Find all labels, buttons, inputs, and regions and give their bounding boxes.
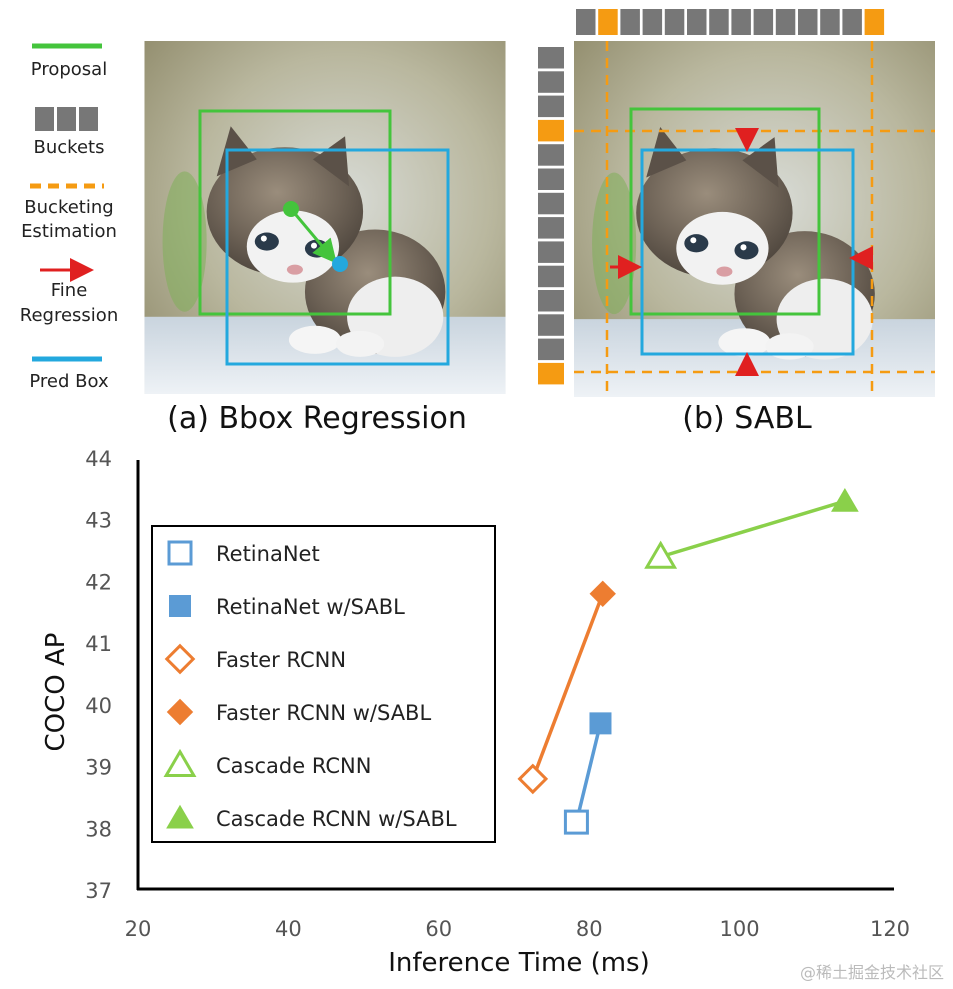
panel-a: (a) Bbox Regression <box>144 41 506 436</box>
x-axis-title: Inference Time (ms) <box>388 948 650 978</box>
x-tick-label: 80 <box>576 917 603 941</box>
legend-label: Faster RCNN w/SABL <box>216 701 431 725</box>
legend-label: RetinaNet w/SABL <box>216 595 405 619</box>
pred-center-dot <box>332 256 348 272</box>
data-point <box>517 763 549 795</box>
y-tick-label: 42 <box>85 570 112 594</box>
legend-label: Faster RCNN <box>216 648 346 672</box>
scatter-chart: 37 38 39 40 41 42 43 44 20 40 60 80 100 120 Inferenc… <box>41 447 910 978</box>
watermark: @稀土掘金技术社区 <box>800 963 944 982</box>
fine-label-line1: Fine <box>51 280 88 301</box>
bucket <box>798 9 818 35</box>
y-tick-label: 40 <box>85 694 112 718</box>
legend-marker <box>167 540 193 566</box>
bucket <box>775 9 796 35</box>
bucket <box>842 9 862 35</box>
series-connector-line <box>574 722 603 823</box>
chart-legend-box <box>151 525 496 843</box>
legend-marker <box>164 643 196 675</box>
x-tick-label: 120 <box>870 917 910 941</box>
y-tick-label: 38 <box>85 817 112 841</box>
bucket <box>538 95 564 118</box>
data-point <box>644 540 678 569</box>
x-tick-label: 20 <box>125 917 152 941</box>
panel-a-caption: (a) Bbox Regression <box>167 401 467 436</box>
legend-label: Cascade RCNN w/SABL <box>216 807 457 831</box>
legend-marker <box>166 698 194 726</box>
bucket <box>538 265 564 288</box>
bucket <box>731 9 751 35</box>
data-point <box>589 580 616 607</box>
series-connector-line <box>531 593 605 780</box>
pred-box-a <box>225 148 450 366</box>
bucket <box>538 314 564 336</box>
proposal-label: Proposal <box>31 59 107 80</box>
schematic-legend: Proposal Buckets Bucketing Estimation Fi… <box>20 43 118 392</box>
bucket <box>576 9 596 35</box>
bucket <box>538 217 564 239</box>
chart-legend: RetinaNet RetinaNet w/SABL Faster RCNN Fast… <box>151 525 496 843</box>
estimated-bucket <box>864 9 885 35</box>
buckets-label: Buckets <box>34 137 105 158</box>
bucket <box>820 9 840 35</box>
legend-label: RetinaNet <box>216 542 320 566</box>
kitten-photo-b <box>574 41 935 397</box>
bucketing-label-line2: Estimation <box>21 221 117 242</box>
top-bucket-row <box>576 9 885 35</box>
bucket <box>538 71 564 93</box>
x-tick-label: 100 <box>720 917 760 941</box>
bucket <box>538 192 564 215</box>
bucket <box>664 9 685 35</box>
x-tick-label: 60 <box>425 917 452 941</box>
bucket <box>642 9 663 35</box>
fine-regression-arrows <box>610 128 873 376</box>
bucket <box>538 241 564 263</box>
data-point <box>831 488 859 512</box>
bucket <box>753 9 774 35</box>
y-tick-label: 43 <box>85 509 112 533</box>
bucketing-estimation-lines <box>574 41 935 397</box>
regression-arrow-icon <box>289 208 337 264</box>
data-point <box>563 809 589 835</box>
bucket <box>620 9 640 35</box>
y-axis-title: COCO AP <box>41 633 71 752</box>
proposal-box-a <box>198 109 392 316</box>
series-connectors <box>531 499 846 823</box>
proposal-center-dot <box>283 201 299 217</box>
bucketing-label-line1: Bucketing <box>24 197 113 218</box>
estimated-bucket <box>598 9 618 35</box>
bucket <box>538 168 564 190</box>
y-tick-label: 41 <box>85 632 112 656</box>
buckets-swatch <box>35 107 98 131</box>
bucket <box>538 47 564 69</box>
y-tick-label: 39 <box>85 756 112 780</box>
left-bucket-column <box>538 47 564 385</box>
panel-b: (b) SABL <box>538 9 935 436</box>
bucket <box>687 9 707 35</box>
y-tick-label: 37 <box>85 879 112 903</box>
bucket <box>538 144 564 166</box>
legend-marker <box>166 804 194 829</box>
data-point <box>589 712 612 735</box>
bucket <box>709 9 729 35</box>
x-tick-labels: 20 40 60 80 100 120 <box>125 917 910 941</box>
y-tick-labels: 37 38 39 40 41 42 43 44 <box>85 447 112 903</box>
legend-marker <box>169 595 191 617</box>
estimated-bucket <box>538 119 564 142</box>
x-tick-label: 40 <box>275 917 302 941</box>
data-markers <box>517 488 859 835</box>
fine-label-line2: Regression <box>20 305 118 326</box>
legend-label: Cascade RCNN <box>216 754 371 778</box>
y-tick-label: 44 <box>85 447 112 471</box>
panel-b-caption: (b) SABL <box>682 401 812 436</box>
pred-box-label: Pred Box <box>29 371 109 392</box>
legend-marker <box>163 748 197 778</box>
series-connector-line <box>660 499 846 559</box>
bucket <box>538 290 564 312</box>
estimated-bucket <box>538 362 564 385</box>
proposal-box-b <box>629 107 821 316</box>
bucket <box>538 338 564 361</box>
